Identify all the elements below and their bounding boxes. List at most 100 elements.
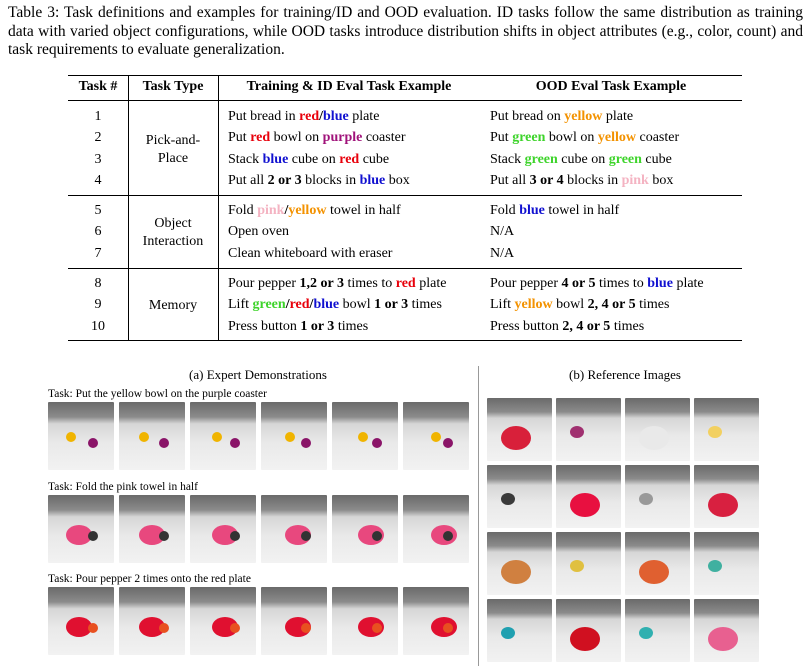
demo-image <box>403 402 469 470</box>
task-label: Task: Fold the pink towel in half <box>48 481 198 493</box>
top-rule <box>68 75 742 77</box>
demo-image <box>403 495 469 563</box>
text-run: pink <box>621 172 649 188</box>
text-run: times <box>408 297 442 313</box>
header-cell: OOD Eval Task Example <box>535 79 687 94</box>
text-run: plate <box>672 276 704 291</box>
demo-image <box>190 495 256 563</box>
text-run: 1,2 or 3 <box>299 276 345 291</box>
train-example: Open oven <box>228 222 289 242</box>
text-run: plate <box>348 109 380 124</box>
text-run: 1 or 3 <box>374 297 409 313</box>
ood-example: Put bread on yellow plate <box>490 107 633 127</box>
panel-divider <box>478 366 479 666</box>
text-run: blue <box>359 172 386 188</box>
text-run: Lift <box>228 297 253 313</box>
column-divider <box>218 76 219 340</box>
text-run: plate <box>415 276 447 291</box>
text-run: 2 or 3 <box>267 172 302 188</box>
text-run: times <box>635 297 670 313</box>
text-run: cube on <box>288 151 340 167</box>
ood-example: Put all 3 or 4 blocks in pink box <box>490 171 673 191</box>
task-number: 7 <box>94 245 102 261</box>
reference-image <box>556 532 621 595</box>
demo-image <box>261 587 327 655</box>
text-run: Put all <box>228 172 268 188</box>
text-run: 2, 4 or 5 <box>562 318 611 334</box>
reference-image <box>625 465 690 528</box>
header-cell: Task # <box>78 79 118 94</box>
text-run: Lift <box>490 297 515 313</box>
header-rule <box>68 100 742 101</box>
text-run: yellow <box>597 130 636 146</box>
reference-image <box>625 398 690 461</box>
text-run: plate <box>602 109 634 124</box>
ood-example: Press button 2, 4 or 5 times <box>490 317 644 337</box>
text-run: red <box>299 109 320 124</box>
text-run: / <box>319 109 324 124</box>
text-run: Put bread in <box>228 109 300 124</box>
task-number: 4 <box>94 172 102 188</box>
train-example: Put bread in red/blue plate <box>228 107 379 127</box>
text-run: N/A <box>490 224 515 240</box>
text-run: towel in half <box>544 203 620 218</box>
train-example: Press button 1 or 3 times <box>228 317 368 337</box>
text-run: 1 or 3 <box>300 318 335 334</box>
text-run: / <box>284 203 289 218</box>
train-example: Put all 2 or 3 blocks in blue box <box>228 171 410 191</box>
text-run: cube <box>641 151 672 167</box>
ood-example: Put green bowl on yellow coaster <box>490 128 679 148</box>
ood-example: Pour pepper 4 or 5 times to blue plate <box>490 274 704 294</box>
task-number: 9 <box>94 297 102 313</box>
reference-image <box>694 599 759 662</box>
task-type: Object Interaction <box>142 215 204 249</box>
text-run: box <box>648 172 674 188</box>
text-run: towel in half <box>326 203 401 218</box>
task-number: 10 <box>91 318 105 334</box>
text-run: cube <box>359 151 390 167</box>
demo-image <box>332 495 398 563</box>
text-run: Press button <box>228 318 301 334</box>
train-example: Put red bowl on purple coaster <box>228 128 406 148</box>
text-run: Stack <box>490 151 525 167</box>
reference-image <box>487 398 552 461</box>
reference-image <box>556 599 621 662</box>
text-run: red <box>250 130 271 146</box>
text-run: Fold <box>228 203 258 218</box>
ood-example: N/A <box>490 222 514 242</box>
task-label: Task: Pour pepper 2 times onto the red p… <box>48 573 251 585</box>
demo-image <box>332 402 398 470</box>
panel-title: (b) Reference Images <box>569 367 681 382</box>
text-run: blue <box>647 276 673 291</box>
text-run: 3 or 4 <box>529 172 564 188</box>
text-run: Stack <box>228 151 263 167</box>
reference-image <box>487 599 552 662</box>
text-run: green <box>512 130 546 146</box>
bottom-rule <box>68 340 742 342</box>
text-run: red <box>339 151 360 167</box>
text-run: Pour pepper <box>490 276 562 291</box>
text-run: coaster <box>635 130 680 146</box>
text-run: bowl on <box>545 130 598 146</box>
text-run: times to <box>595 276 648 291</box>
train-example: Fold pink/yellow towel in half <box>228 201 401 221</box>
text-run: 2, 4 or 5 <box>587 297 636 313</box>
text-run: Press button <box>490 318 563 334</box>
text-run: coaster <box>362 130 406 146</box>
demo-image <box>261 495 327 563</box>
task-type: Memory <box>148 297 198 313</box>
text-run: times <box>610 318 645 334</box>
text-run: blue <box>262 151 289 167</box>
text-run: purple <box>322 130 363 146</box>
reference-image <box>556 465 621 528</box>
demo-image <box>261 402 327 470</box>
text-run: cube on <box>557 151 609 167</box>
text-run: Put all <box>490 172 530 188</box>
reference-image <box>625 599 690 662</box>
reference-image <box>625 532 690 595</box>
train-example: Lift green/red/blue bowl 1 or 3 times <box>228 295 442 315</box>
text-run: times to <box>344 276 396 291</box>
demo-image <box>190 587 256 655</box>
text-run: Open oven <box>228 224 290 240</box>
text-run: bowl <box>552 297 588 313</box>
